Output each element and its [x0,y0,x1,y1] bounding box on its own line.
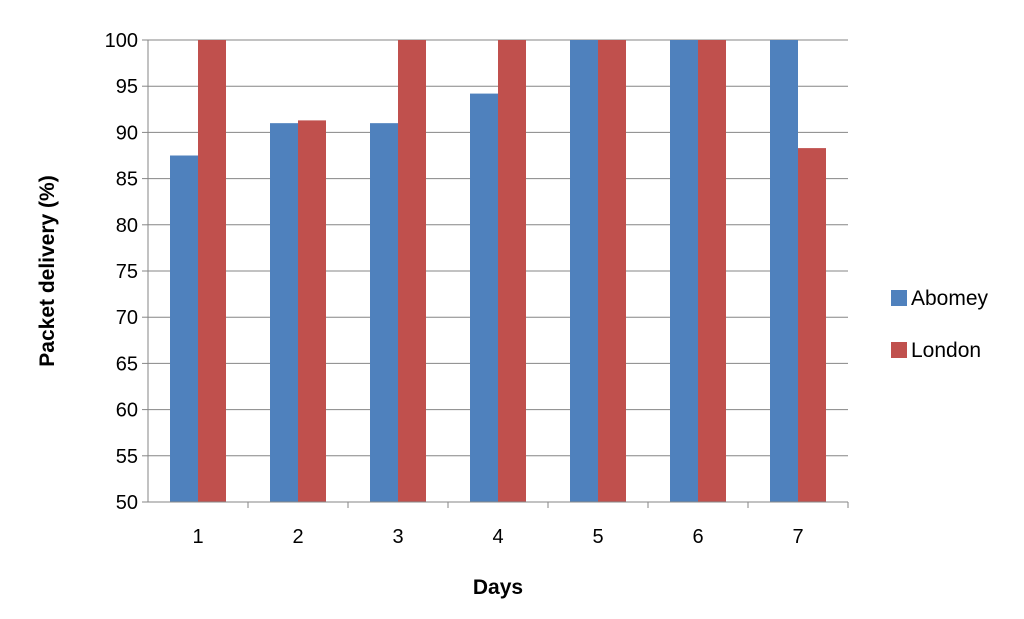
bar-abomey-5 [570,40,598,502]
x-tick-label: 7 [792,526,803,548]
y-tick-label: 60 [116,400,138,422]
legend: Abomey London [891,287,989,362]
y-tick-label: 70 [116,307,138,329]
bar-abomey-1 [170,155,198,502]
y-axis-title: Packet delivery (%) [36,175,59,366]
y-tick-label: 80 [116,215,138,237]
y-tick-label: 75 [116,261,138,283]
x-tick-label: 6 [692,526,703,548]
x-axis-title: Days [473,576,523,599]
y-tick-label: 95 [116,76,138,98]
x-tick-label: 3 [392,526,403,548]
y-tick-label: 90 [116,122,138,144]
bar-abomey-4 [470,93,498,502]
y-tick-label: 100 [105,30,138,52]
x-tick-label: 4 [492,526,503,548]
axes [147,40,848,503]
bar-london-4 [498,40,526,502]
x-tick-label: 5 [592,526,603,548]
bar-abomey-7 [770,40,798,502]
bar-abomey-3 [370,123,398,502]
bar-london-2 [298,120,326,502]
bar-london-5 [598,40,626,502]
bar-abomey-6 [670,40,698,502]
bar-london-6 [698,40,726,502]
x-tick-label: 2 [292,526,303,548]
bar-abomey-2 [270,123,298,502]
legend-swatch-abomey [891,290,907,306]
y-tick-label: 85 [116,169,138,191]
y-tick-label: 65 [116,353,138,375]
legend-label-london: London [911,339,981,362]
bars [170,40,826,502]
bar-london-7 [798,148,826,502]
y-tick-label: 50 [116,492,138,514]
legend-swatch-london [891,342,907,358]
x-tick-label: 1 [192,526,203,548]
y-tick-label: 55 [116,446,138,468]
y-tick-labels: 50 55 60 65 70 75 80 85 90 95 100 [105,30,138,514]
legend-label-abomey: Abomey [911,287,989,310]
bar-london-1 [198,40,226,502]
bar-london-3 [398,40,426,502]
x-tick-labels: 1 2 3 4 5 6 7 [192,526,803,548]
